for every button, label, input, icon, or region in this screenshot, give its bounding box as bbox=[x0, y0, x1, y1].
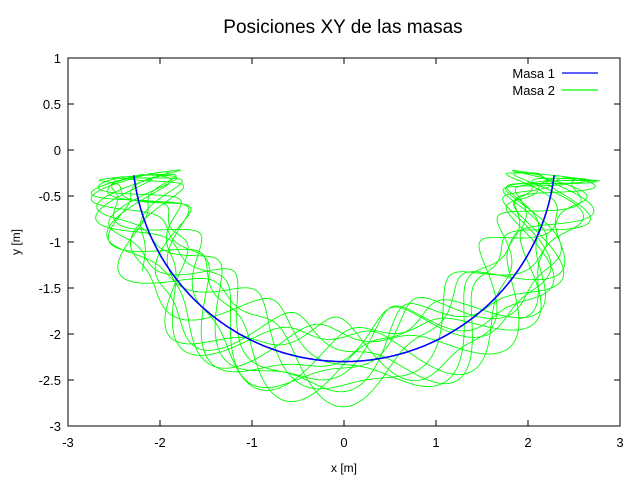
y-ticks: -3 -2.5 -2 -1.5 -1 -0.5 0 0.5 1 bbox=[39, 51, 620, 434]
y-tick-label: -0.5 bbox=[39, 189, 61, 204]
plot-frame bbox=[67, 57, 621, 427]
y-tick-label: -1.5 bbox=[39, 281, 61, 296]
y-tick-label: -2.5 bbox=[39, 373, 61, 388]
legend-label-masa-1: Masa 1 bbox=[512, 66, 555, 81]
y-axis-label: y [m] bbox=[9, 229, 23, 255]
series-masa-1 bbox=[133, 175, 555, 363]
x-tick-label: -3 bbox=[62, 435, 74, 450]
x-tick-label: 2 bbox=[524, 435, 531, 450]
y-tick-label: -3 bbox=[49, 419, 61, 434]
x-tick-label: -2 bbox=[154, 435, 166, 450]
x-tick-label: -1 bbox=[246, 435, 258, 450]
y-tick-label: 0.5 bbox=[43, 97, 61, 112]
series-line-masa-2 bbox=[90, 169, 600, 408]
y-tick-label: 0 bbox=[54, 143, 61, 158]
y-tick-label: 1 bbox=[54, 51, 61, 66]
series-masa-2 bbox=[90, 169, 600, 408]
y-tick-label: -1 bbox=[49, 235, 61, 250]
plot-area bbox=[90, 169, 600, 408]
series-line-masa-1 bbox=[133, 175, 555, 363]
legend: Masa 1 Masa 2 bbox=[512, 66, 598, 98]
y-tick-label: -2 bbox=[49, 327, 61, 342]
x-ticks: -3 -2 -1 0 1 2 3 bbox=[62, 58, 624, 450]
x-tick-label: 1 bbox=[432, 435, 439, 450]
legend-label-masa-2: Masa 2 bbox=[512, 83, 555, 98]
x-axis-label: x [m] bbox=[331, 461, 357, 475]
x-tick-label: 0 bbox=[340, 435, 347, 450]
chart-title: Posiciones XY de las masas bbox=[223, 17, 462, 38]
x-tick-label: 3 bbox=[616, 435, 623, 450]
